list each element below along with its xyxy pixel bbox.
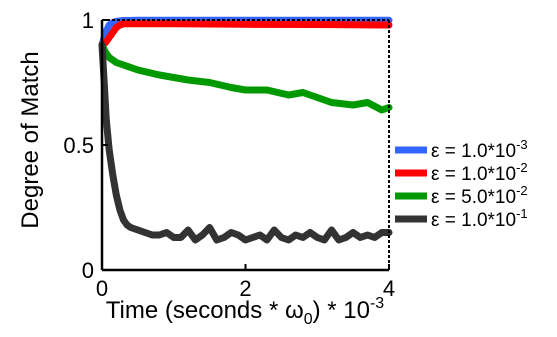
legend-label-4: ε = 1.0*10-1 [431,206,528,231]
legend-label-main: ε = 1.0*10 [431,164,516,185]
x-axis-title-subscript: 0 [304,311,313,328]
legend-label-1: ε = 1.0*10-3 [431,137,528,162]
y-tick-label: 0.5 [63,133,94,158]
axes: 0 0.5 1 0 2 4 [63,8,395,301]
legend-label-2: ε = 1.0*10-2 [431,160,528,185]
x-tick-label: 4 [383,276,395,301]
x-axis-title-after: ) * 10 [313,297,370,324]
legend-label-3: ε = 5.0*10-2 [431,183,528,208]
y-tick-label: 0 [82,258,94,283]
legend-label-exponent: -3 [516,137,528,152]
x-axis-title-superscript: -3 [370,295,384,312]
x-tick-label: 0 [96,276,108,301]
legend-label-main: ε = 5.0*10 [431,187,516,208]
x-axis-title-main: Time (seconds * ω [106,297,304,324]
legend-label-main: ε = 1.0*10 [431,141,516,162]
x-tick-label: 2 [239,276,251,301]
y-tick-label: 1 [82,8,94,33]
x-axis-title: Time (seconds * ω0) * 10-3 [106,295,385,328]
legend-label-exponent: -1 [516,206,528,221]
legend-label-exponent: -2 [516,160,528,175]
series-line-3 [98,41,393,114]
legend-label-main: ε = 1.0*10 [431,210,516,231]
y-axis-title: Degree of Match [17,51,44,228]
legend: ε = 1.0*10-3ε = 1.0*10-2ε = 5.0*10-2ε = … [395,137,528,231]
series-line-2 [98,20,393,49]
series-line-4 [98,41,393,244]
plot-area [98,16,393,244]
legend-label-exponent: -2 [516,183,528,198]
